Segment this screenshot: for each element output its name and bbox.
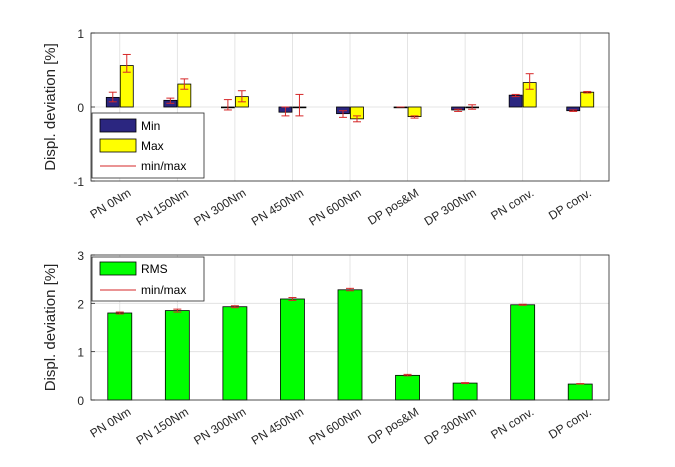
x-tick-label: PN 450Nm	[249, 405, 306, 448]
legend-min-label: Min	[141, 119, 160, 133]
bar-max	[580, 91, 595, 108]
bar-rms	[395, 374, 420, 401]
legend-rms-label: RMS	[141, 262, 168, 276]
bottom-x-ticks: PN 0Nm PN 150Nm PN 300Nm PN 450Nm PN 600Nm DP…	[87, 405, 593, 448]
x-tick-label: PN 0Nm	[87, 405, 133, 441]
y-tick-label: 1	[77, 27, 84, 41]
bottom-error-bars	[115, 287, 585, 385]
legend-max-label: Max	[141, 139, 164, 153]
x-tick-label: PN 150Nm	[134, 405, 191, 448]
legend-rms-minmax-label: min/max	[141, 283, 186, 297]
bottom-y-axis-label: Displ. deviation [%]	[42, 264, 59, 392]
y-tick-label: 2	[77, 297, 84, 311]
bar-rms	[222, 306, 248, 401]
x-tick-label: PN conv.	[488, 186, 536, 223]
bottom-bars	[107, 289, 593, 401]
x-tick-label: DP conv.	[546, 405, 594, 442]
bar-rms	[107, 312, 133, 401]
top-legend: Min Max min/max	[91, 112, 205, 179]
x-tick-label: DP 300Nm	[422, 186, 479, 229]
bottom-y-ticks: 0 1 2 3	[77, 249, 95, 408]
bottom-chart: 0 1 2 3 PN 0Nm PN 150Nm PN 300Nm PN 450Nm PN 60…	[42, 249, 610, 448]
y-tick-label: 0	[77, 394, 84, 408]
x-tick-label: PN 0Nm	[87, 186, 133, 222]
bar-rms	[567, 383, 593, 401]
x-tick-label: PN conv.	[488, 405, 536, 442]
x-tick-label: DP conv.	[546, 186, 594, 223]
bar-rms	[337, 289, 363, 401]
bar-rms	[164, 310, 190, 401]
bar-rms	[510, 304, 536, 401]
bottom-legend: RMS min/max	[91, 256, 205, 302]
top-error-bars	[108, 53, 592, 123]
bottom-legend-box	[91, 256, 205, 302]
y-tick-label: 3	[77, 249, 84, 263]
x-tick-label: DP pos&M	[365, 186, 421, 228]
x-tick-label: DP pos&M	[365, 405, 421, 447]
legend-max-swatch	[99, 138, 137, 153]
bar-rms	[452, 382, 478, 401]
x-tick-label: PN 600Nm	[306, 186, 363, 229]
y-tick-label: 0	[77, 101, 84, 115]
x-tick-label: PN 300Nm	[191, 405, 248, 448]
legend-min-swatch	[99, 118, 137, 133]
x-tick-label: PN 150Nm	[134, 186, 191, 229]
y-tick-label: -1	[73, 175, 84, 189]
bar-max	[407, 106, 422, 118]
y-tick-label: 1	[77, 346, 84, 360]
top-y-axis-label: Displ. deviation [%]	[42, 43, 59, 171]
top-chart: -1 0 1 PN 0Nm PN 150Nm PN 300Nm PN 450Nm PN 60…	[42, 27, 610, 229]
top-y-ticks: -1 0 1	[73, 27, 95, 189]
x-tick-label: PN 450Nm	[249, 186, 306, 229]
legend-rms-swatch	[99, 261, 137, 276]
top-x-ticks: PN 0Nm PN 150Nm PN 300Nm PN 450Nm PN 600Nm DP…	[87, 186, 593, 229]
bottom-axes-box	[90, 254, 610, 401]
x-tick-label: PN 300Nm	[191, 186, 248, 229]
legend-minmax-label: min/max	[141, 159, 186, 173]
x-tick-label: DP 300Nm	[422, 405, 479, 448]
bar-rms	[280, 298, 305, 401]
x-tick-label: PN 600Nm	[306, 405, 363, 448]
